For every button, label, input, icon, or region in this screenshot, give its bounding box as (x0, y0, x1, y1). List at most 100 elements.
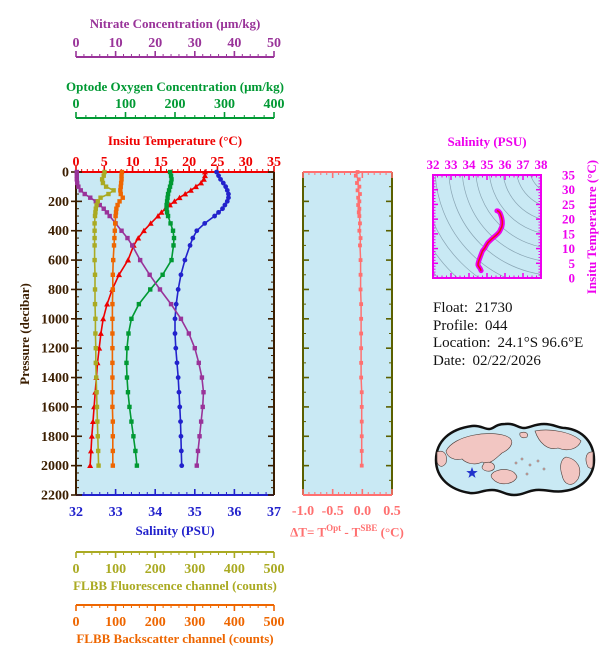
svg-text:0: 0 (73, 562, 80, 577)
svg-text:100: 100 (115, 97, 136, 112)
svg-text:10: 10 (126, 155, 140, 170)
delta-t-axis-title: ΔT= TOpt - TSBE (°C) (290, 523, 404, 540)
float-id-row: Float: 21730 (433, 300, 513, 316)
svg-text:400: 400 (224, 615, 245, 630)
svg-text:0: 0 (569, 271, 576, 286)
ts-temperature-axis-title: Insitu Temperature (°C) (584, 159, 599, 295)
svg-text:500: 500 (264, 562, 285, 577)
svg-text:40: 40 (227, 36, 241, 51)
svg-text:1200: 1200 (41, 342, 69, 357)
series-oxygen (124, 169, 177, 468)
svg-text:0.5: 0.5 (383, 504, 401, 519)
svg-text:100: 100 (105, 562, 126, 577)
temperature-axis-title: Insitu Temperature (°C) (107, 133, 243, 148)
svg-text:35: 35 (267, 155, 281, 170)
axis: 32 33 34 35 36 37 (69, 489, 281, 520)
svg-text:32: 32 (69, 505, 83, 520)
svg-text:200: 200 (145, 562, 166, 577)
svg-text:0: 0 (73, 615, 80, 630)
axis: 0 100 200 300 400 500 (73, 604, 285, 630)
svg-text:34: 34 (463, 157, 477, 172)
svg-text:35: 35 (562, 168, 576, 183)
fluorescence-axis-title: FLBB Fluorescence channel (counts) (73, 578, 277, 593)
nitrate-axis-title: Nitrate Concentration (μm/kg) (89, 16, 261, 31)
svg-text:36: 36 (499, 157, 513, 172)
svg-text:30: 30 (239, 155, 253, 170)
svg-text:2000: 2000 (41, 459, 69, 474)
svg-text:37: 37 (267, 505, 281, 520)
float-info-block: Float: 21730 Profile: 044 Location: 24.1°S … (433, 300, 583, 370)
salinity-axis-title: Salinity (PSU) (135, 523, 215, 538)
profile-row: Profile: 044 (433, 317, 508, 334)
svg-text:100: 100 (105, 615, 126, 630)
svg-text:200: 200 (48, 195, 69, 210)
delta-t-panel: -1.0 -0.5 0.0 0.5 (292, 170, 401, 519)
svg-text:33: 33 (109, 505, 123, 520)
float-id-value: 21730 (475, 300, 513, 316)
ts-salinity-axis-title: Salinity (PSU) (447, 134, 527, 149)
svg-text:400: 400 (264, 97, 285, 112)
svg-text:1000: 1000 (41, 312, 69, 327)
svg-text:34: 34 (148, 505, 162, 520)
svg-text:0: 0 (73, 36, 80, 51)
series-fluorescence (92, 169, 116, 468)
svg-text:0: 0 (73, 155, 80, 170)
svg-text:2200: 2200 (41, 489, 69, 504)
svg-text:50: 50 (267, 36, 281, 51)
svg-text:5: 5 (569, 256, 576, 271)
backscatter-axis-title: FLBB Backscatter channel (counts) (76, 631, 274, 646)
svg-text:37: 37 (517, 157, 531, 172)
float-position-star (466, 467, 478, 478)
svg-text:20: 20 (182, 155, 196, 170)
svg-text:400: 400 (224, 562, 245, 577)
svg-text:15: 15 (154, 155, 168, 170)
svg-text:400: 400 (48, 224, 69, 239)
svg-text:500: 500 (264, 615, 285, 630)
svg-text:30: 30 (562, 182, 575, 197)
svg-text:25: 25 (210, 155, 224, 170)
series-backscatter (110, 169, 125, 468)
svg-text:32: 32 (427, 157, 440, 172)
svg-text:-0.5: -0.5 (322, 504, 344, 519)
svg-text:10: 10 (562, 241, 575, 256)
svg-text:300: 300 (184, 562, 205, 577)
axis: 0 100 200 300 400 500 (73, 551, 285, 577)
pressure-axis: 0 200 400 600 800 1000 1200 1400 1600 1800 2000 220… (41, 166, 275, 504)
svg-text:36: 36 (227, 505, 241, 520)
svg-text:15: 15 (562, 226, 576, 241)
svg-text:20: 20 (562, 212, 575, 227)
svg-text:300: 300 (184, 615, 205, 630)
svg-text:0.0: 0.0 (354, 504, 372, 519)
date-row: Date: 02/22/2026 (433, 352, 541, 369)
pressure-axis-title: Pressure (decibar) (17, 283, 32, 385)
svg-text:5: 5 (101, 155, 108, 170)
svg-text:0: 0 (73, 97, 80, 112)
svg-text:10: 10 (109, 36, 123, 51)
axis: 0 10 20 30 40 50 (73, 36, 281, 58)
svg-text:33: 33 (445, 157, 459, 172)
svg-text:30: 30 (188, 36, 202, 51)
svg-text:1600: 1600 (41, 400, 69, 415)
svg-text:0: 0 (62, 166, 69, 181)
svg-text:-1.0: -1.0 (292, 504, 314, 519)
oxygen-axis-title: Optode Oxygen Concentration (μm/kg) (66, 79, 284, 94)
svg-text:1800: 1800 (41, 430, 69, 445)
svg-text:600: 600 (48, 254, 69, 269)
world-map (434, 422, 596, 497)
date-value: 02/22/2026 (472, 352, 541, 369)
svg-text:35: 35 (481, 157, 495, 172)
series-temperature (87, 169, 208, 469)
svg-text:38: 38 (535, 157, 549, 172)
ts-curve-core (477, 210, 504, 271)
svg-text:200: 200 (145, 615, 166, 630)
svg-text:25: 25 (562, 197, 576, 212)
svg-text:300: 300 (214, 97, 235, 112)
location-value: 24.1°S 96.6°E (497, 335, 584, 351)
axis: 0 100 200 300 400 (73, 97, 285, 119)
svg-text:200: 200 (165, 97, 186, 112)
series-salinity (172, 169, 231, 469)
location-row: Location: 24.1°S 96.6°E (433, 335, 584, 351)
